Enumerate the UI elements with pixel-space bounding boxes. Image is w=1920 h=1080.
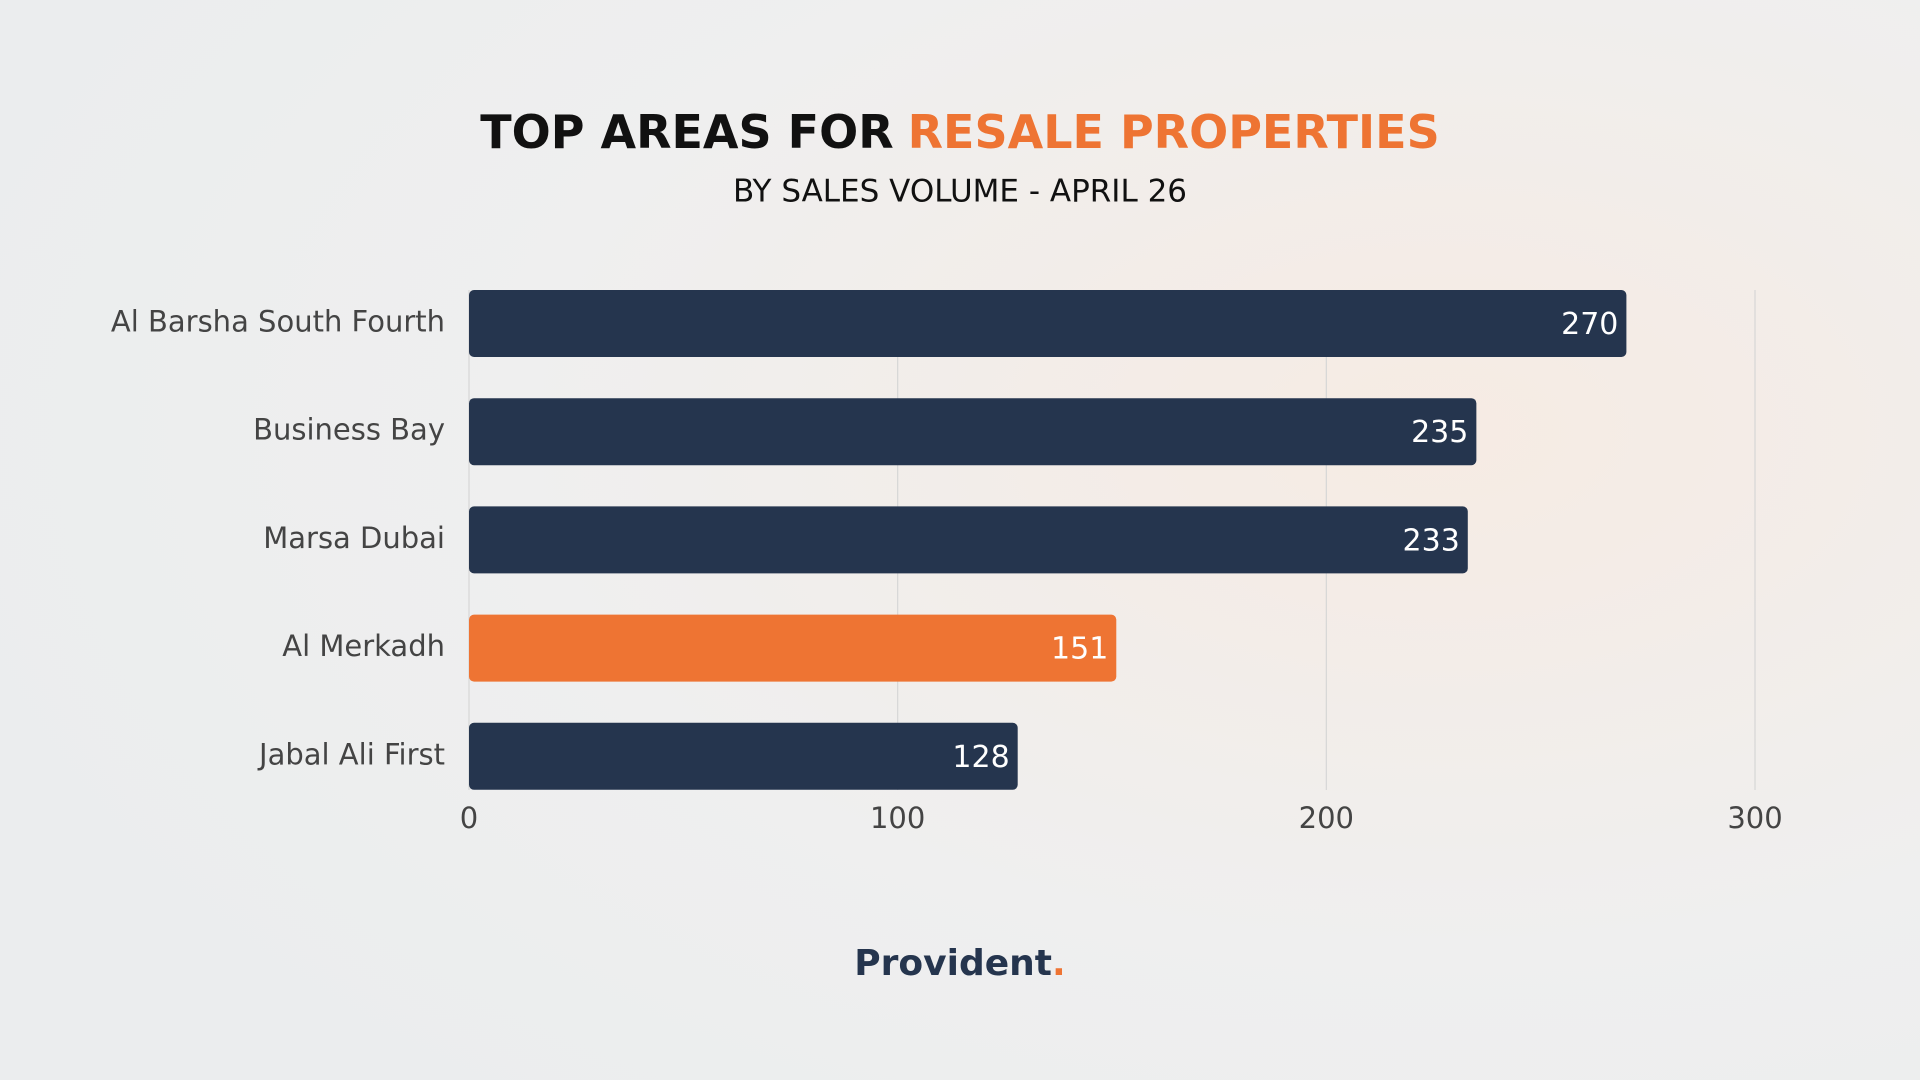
- chart-title: TOP AREAS FOR RESALE PROPERTIES: [480, 105, 1439, 159]
- brand-logo: Provident.: [854, 943, 1065, 984]
- title-part: TOP AREAS FOR: [480, 105, 893, 159]
- value-label: 233: [1403, 523, 1460, 558]
- x-tick-label: 200: [1299, 801, 1354, 835]
- y-tick-label: Al Barsha South Fourth: [111, 305, 445, 339]
- brand-name: Provident: [854, 943, 1052, 984]
- bar: [469, 614, 1117, 682]
- bar: [469, 506, 1468, 574]
- x-tick-label: 100: [870, 801, 925, 835]
- brand-mark: .: [1052, 943, 1066, 984]
- title-highlight: RESALE PROPERTIES: [908, 105, 1440, 159]
- y-tick-label: Jabal Ali First: [257, 737, 445, 771]
- value-label: 270: [1561, 307, 1618, 342]
- bar: [469, 290, 1627, 357]
- y-tick-label: Marsa Dubai: [263, 521, 445, 555]
- y-tick-label: Business Bay: [253, 413, 445, 447]
- x-tick-label: 0: [460, 801, 478, 835]
- value-label: 128: [952, 740, 1009, 775]
- chart-subtitle: BY SALES VOLUME - APRIL 26: [733, 174, 1187, 210]
- value-label: 235: [1411, 415, 1468, 450]
- value-label: 151: [1051, 632, 1108, 667]
- x-tick-label: 300: [1727, 801, 1782, 835]
- bar: [469, 722, 1018, 790]
- y-tick-label: Al Merkadh: [282, 629, 445, 663]
- bar: [469, 398, 1477, 466]
